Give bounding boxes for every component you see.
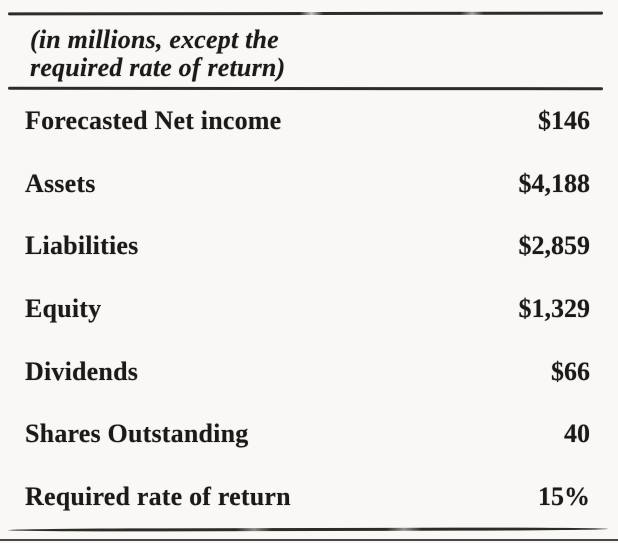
table-row: Equity $1,329 (0, 294, 618, 324)
table-row: Liabilities $2,859 (0, 231, 618, 261)
table-row: Forecasted Net income $146 (0, 106, 618, 136)
row-label: Dividends (25, 356, 139, 386)
table-bottom-rule (7, 527, 609, 532)
row-label: Forecasted Net income (25, 106, 282, 136)
table-row: Shares Outstanding 40 (0, 419, 618, 449)
table-row: Dividends $66 (0, 357, 618, 387)
row-value: $2,859 (518, 231, 591, 261)
table-top-rule (7, 11, 604, 16)
row-label: Equity (25, 293, 102, 323)
page-bottom-edge-line (0, 539, 618, 541)
row-label: Liabilities (25, 231, 139, 261)
table-header-rule (7, 86, 604, 91)
row-value: 15% (538, 481, 590, 511)
table-rows: Forecasted Net income $146 Assets $4,188… (0, 90, 618, 528)
table-units-note-line-2: required rate of return) (30, 53, 286, 82)
table-row: Assets $4,188 (0, 169, 618, 199)
row-value: $1,329 (518, 293, 591, 323)
row-label: Shares Outstanding (25, 419, 249, 449)
row-value: $146 (538, 106, 590, 136)
row-label: Assets (25, 168, 96, 198)
table-row: Required rate of return 15% (0, 482, 618, 512)
table-units-note-line-1: (in millions, except the (30, 25, 279, 54)
financial-assumptions-table: (in millions, except the required rate o… (0, 11, 618, 532)
row-label: Required rate of return (25, 481, 291, 511)
row-value: $4,188 (518, 168, 591, 198)
row-value: $66 (551, 356, 590, 386)
row-value: 40 (564, 419, 590, 449)
table-units-note: (in millions, except the required rate o… (30, 26, 603, 82)
